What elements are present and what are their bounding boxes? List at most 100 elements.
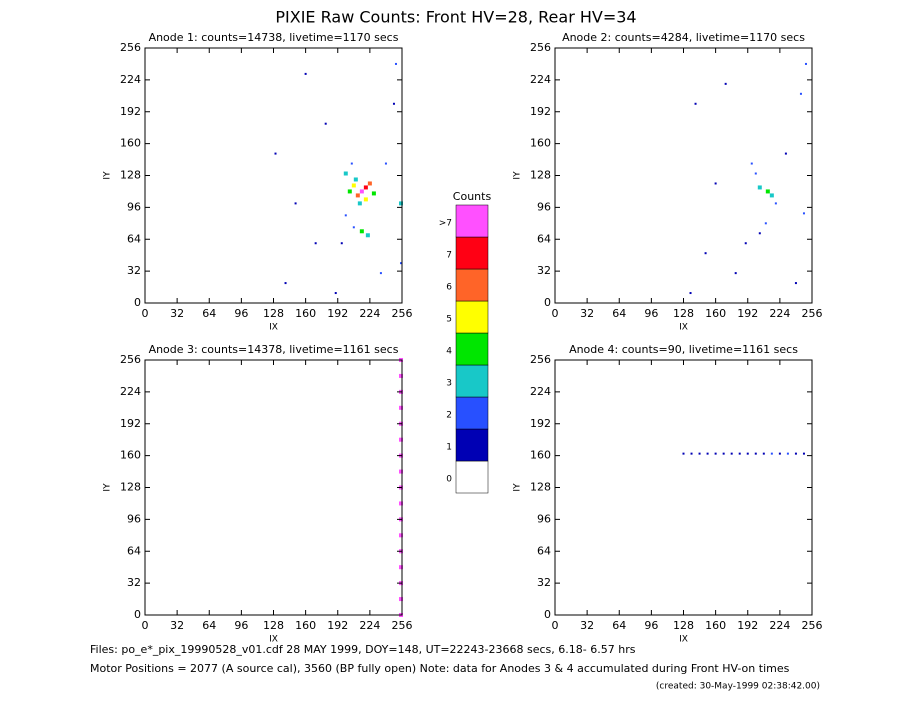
x-tick-label: 0 xyxy=(552,307,559,320)
pixel xyxy=(778,452,781,455)
pixel xyxy=(398,201,403,206)
y-tick-label: 256 xyxy=(120,41,141,54)
colorbar-label: 6 xyxy=(446,283,452,293)
pixel xyxy=(365,233,370,238)
y-axis-label: IY xyxy=(513,171,523,180)
y-tick-label: 64 xyxy=(537,544,551,557)
plot-frame xyxy=(554,359,813,616)
pixel xyxy=(762,452,765,455)
x-tick-label: 32 xyxy=(170,307,184,320)
pixel xyxy=(294,202,297,205)
pixel xyxy=(398,373,403,378)
pixel xyxy=(682,452,685,455)
pixel xyxy=(274,152,277,155)
pixel xyxy=(355,193,360,198)
y-tick-label: 224 xyxy=(120,385,141,398)
colorbar-swatch xyxy=(455,428,489,462)
y-tick-label: 64 xyxy=(127,544,141,557)
x-tick-label: 160 xyxy=(705,307,726,320)
y-tick-label: 96 xyxy=(127,512,141,525)
colorbar-label: >7 xyxy=(439,219,452,229)
x-tick-label: 256 xyxy=(392,307,413,320)
pixel xyxy=(363,197,368,202)
pixel xyxy=(334,292,337,295)
footer-files: Files: po_e*_pix_19990528_v01.cdf 28 MAY… xyxy=(90,643,636,656)
pixel xyxy=(786,452,789,455)
pixel xyxy=(353,177,358,182)
pixel xyxy=(714,182,717,185)
colorbar-swatch xyxy=(455,364,489,398)
y-tick-label: 160 xyxy=(120,137,141,150)
x-tick-label: 128 xyxy=(673,307,694,320)
x-tick-label: 192 xyxy=(327,307,348,320)
colorbar-swatch xyxy=(455,460,489,494)
pixel xyxy=(758,232,761,235)
pixel xyxy=(359,229,364,234)
y-tick-label: 96 xyxy=(127,200,141,213)
pixel xyxy=(704,252,707,255)
colorbar-label: 7 xyxy=(446,251,452,261)
x-tick-label: 96 xyxy=(234,619,248,632)
pixel xyxy=(730,452,733,455)
y-tick-label: 192 xyxy=(120,417,141,430)
pixel xyxy=(398,565,403,570)
colorbar-label: 0 xyxy=(446,475,452,485)
colorbar-swatch xyxy=(455,300,489,334)
colorbar-swatch xyxy=(455,236,489,270)
colorbar-label: 4 xyxy=(446,347,452,357)
pixel xyxy=(706,452,709,455)
x-tick-label: 0 xyxy=(142,619,149,632)
pixel xyxy=(754,452,757,455)
pixel xyxy=(744,242,747,245)
pixel xyxy=(769,193,774,198)
x-tick-label: 256 xyxy=(802,619,823,632)
colorbar-swatch xyxy=(455,268,489,302)
pixel xyxy=(750,162,753,165)
pixel xyxy=(384,162,387,165)
x-tick-label: 224 xyxy=(769,619,790,632)
y-axis-label: IY xyxy=(103,483,113,492)
footer-motor: Motor Positions = 2077 (A source cal), 3… xyxy=(90,662,790,675)
y-tick-label: 128 xyxy=(120,169,141,182)
x-tick-label: 64 xyxy=(202,619,216,632)
pixel xyxy=(340,242,343,245)
colorbar-swatch xyxy=(455,396,489,430)
y-tick-label: 160 xyxy=(530,137,551,150)
pixel xyxy=(359,189,364,194)
pixel xyxy=(734,272,737,275)
pixel xyxy=(694,102,697,105)
y-tick-label: 128 xyxy=(530,169,551,182)
y-tick-label: 64 xyxy=(127,232,141,245)
colorbar-swatch xyxy=(455,332,489,366)
pixel xyxy=(324,122,327,125)
pixel xyxy=(784,152,787,155)
pixel xyxy=(379,272,382,275)
pixel xyxy=(343,171,348,176)
panel-title: Anode 1: counts=14738, livetime=1170 sec… xyxy=(149,31,399,44)
x-tick-label: 128 xyxy=(263,619,284,632)
panel-title: Anode 2: counts=4284, livetime=1170 secs xyxy=(562,31,805,44)
colorbar-swatch xyxy=(455,204,489,238)
y-axis-label: IY xyxy=(103,171,113,180)
x-tick-label: 160 xyxy=(295,619,316,632)
x-tick-label: 224 xyxy=(769,307,790,320)
colorbar-label: 2 xyxy=(446,411,452,421)
pixel xyxy=(352,226,355,229)
x-axis-label: IX xyxy=(679,323,688,333)
pixel xyxy=(399,262,402,265)
pixel xyxy=(799,92,802,95)
y-tick-label: 32 xyxy=(127,264,141,277)
x-tick-label: 96 xyxy=(234,307,248,320)
panel-title: Anode 3: counts=14378, livetime=1161 sec… xyxy=(149,343,399,356)
y-tick-label: 0 xyxy=(134,608,141,621)
x-axis-label: IX xyxy=(269,323,278,333)
y-tick-label: 32 xyxy=(127,576,141,589)
pixel xyxy=(802,212,805,215)
y-tick-label: 96 xyxy=(537,200,551,213)
x-tick-label: 32 xyxy=(170,619,184,632)
pixel xyxy=(357,201,362,206)
pixel xyxy=(698,452,701,455)
pixel xyxy=(757,185,762,190)
pixel xyxy=(794,282,797,285)
x-tick-label: 128 xyxy=(673,619,694,632)
